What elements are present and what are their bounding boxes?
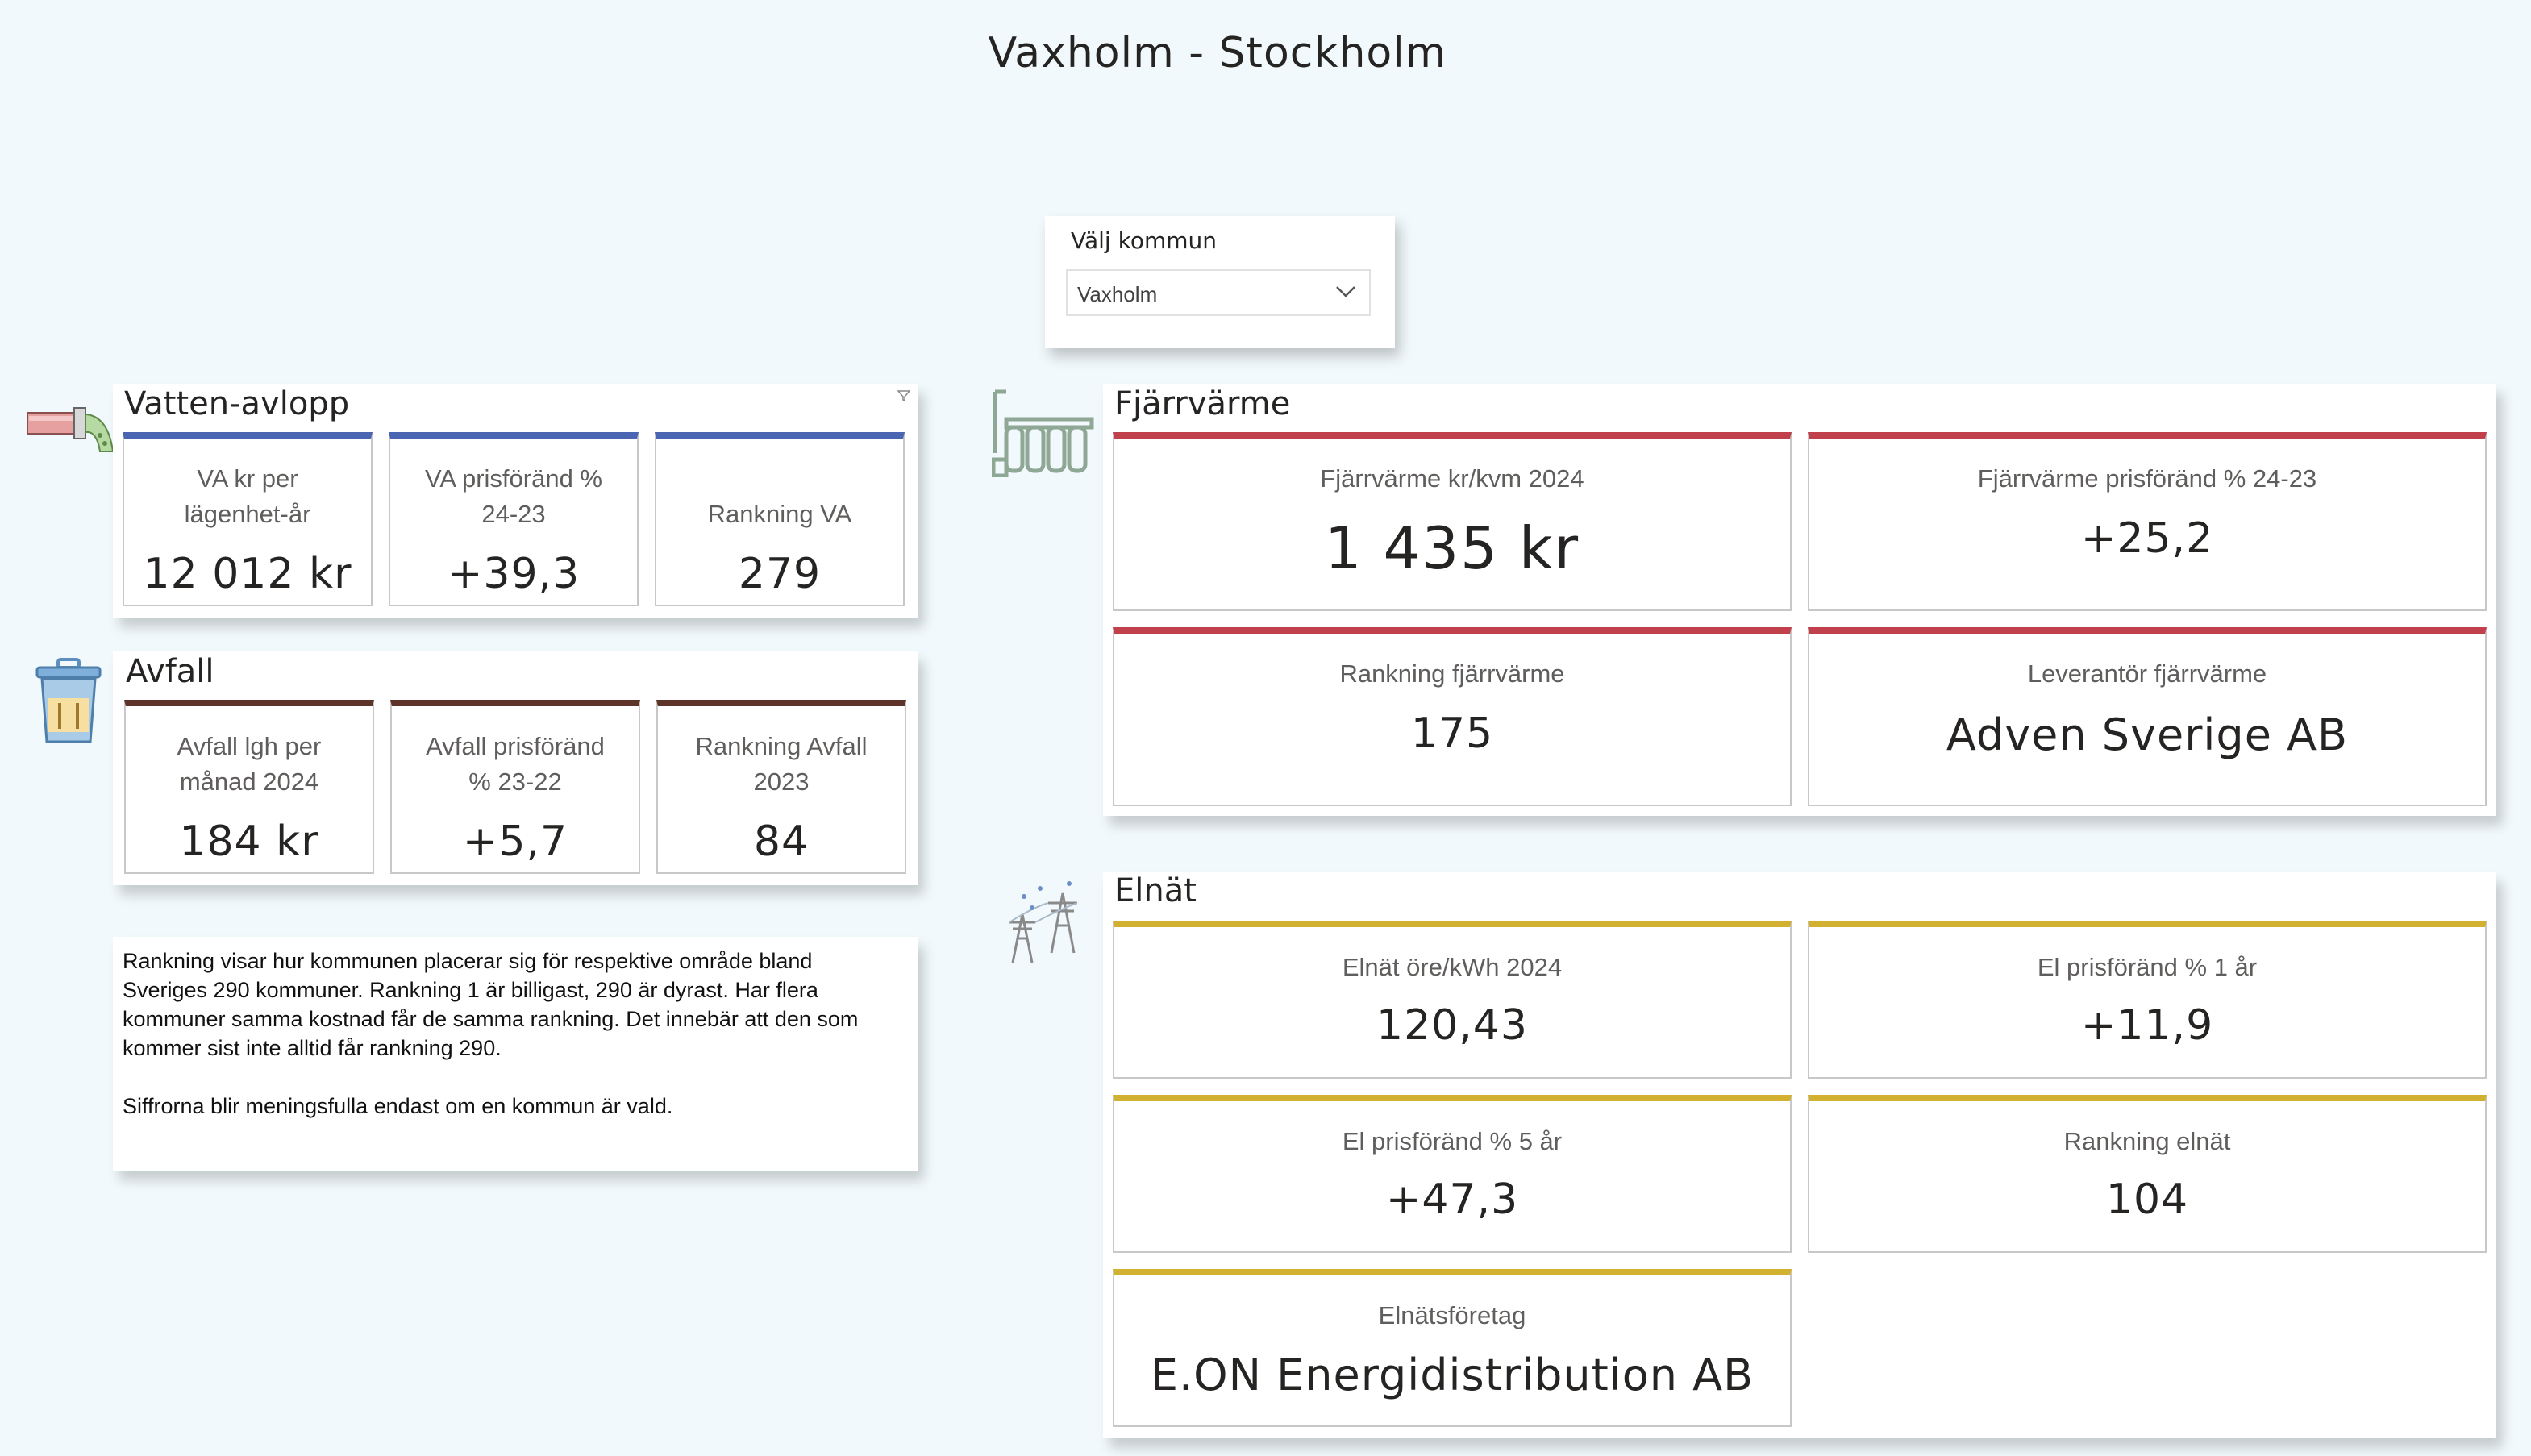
- card-value: 1 435 kr: [1324, 514, 1580, 582]
- card-label: Rankning Avfall 2023: [695, 732, 868, 796]
- fjarrvarme-kr-card: Fjärrvärme kr/kvm 2024 1 435 kr: [1113, 432, 1792, 611]
- info-paragraph-ranking: Rankning visar hur kommunen placerar sig…: [123, 949, 859, 1060]
- avfall-panel: Avfall Avfall lgh per månad 2024 184 kr …: [113, 651, 918, 885]
- power-tower-icon: [1009, 881, 1078, 963]
- pipe-icon: [27, 407, 114, 452]
- card-value: 120,43: [1376, 1001, 1528, 1050]
- card-label: Rankning elnät: [2063, 1127, 2231, 1155]
- va-prisforand-card: VA prisföränd % 24-23 +39,3: [389, 432, 639, 606]
- card-value: 279: [738, 550, 822, 598]
- card-value: Adven Sverige AB: [1946, 709, 2349, 760]
- avfall-title: Avfall: [126, 653, 214, 690]
- el-prisforand-5ar-card: El prisföränd % 5 år +47,3: [1113, 1095, 1792, 1253]
- rankning-fjarrvarme-card: Rankning fjärrvärme 175: [1113, 627, 1792, 806]
- fjarrvarme-title: Fjärrvärme: [1114, 385, 1291, 422]
- card-value: 84: [753, 817, 810, 866]
- info-paragraph-note: Siffrorna blir meningsfulla endast om en…: [123, 1094, 673, 1118]
- rankning-avfall-card: Rankning Avfall 2023 84: [656, 700, 906, 874]
- card-value: 12 012 kr: [143, 550, 352, 598]
- avfall-prisforand-card: Avfall prisföränd % 23-22 +5,7: [390, 700, 640, 874]
- card-value: 175: [1410, 709, 1494, 758]
- leverantor-fjarrvarme-card: Leverantör fjärrvärme Adven Sverige AB: [1808, 627, 2487, 806]
- trash-bin-icon: [35, 658, 102, 743]
- card-value: 184 kr: [179, 817, 319, 866]
- card-label: Avfall lgh per månad 2024: [177, 732, 322, 796]
- kommun-slicer: Välj kommun Vaxholm: [1045, 216, 1395, 348]
- card-value: +5,7: [462, 817, 568, 866]
- elnat-title: Elnät: [1114, 872, 1197, 909]
- card-label: El prisföränd % 1 år: [2037, 953, 2258, 981]
- card-label: Rankning VA: [707, 500, 852, 528]
- rankning-va-card: Rankning VA 279: [655, 432, 905, 606]
- card-label: Fjärrvärme kr/kvm 2024: [1320, 464, 1584, 493]
- vatten-avlopp-title: Vatten-avlopp: [124, 385, 350, 422]
- elnat-ore-card: Elnät öre/kWh 2024 120,43: [1113, 921, 1792, 1079]
- kommun-dropdown-value: Vaxholm: [1077, 282, 1158, 306]
- page-title: Vaxholm - Stockholm: [988, 29, 1447, 77]
- card-label: El prisföränd % 5 år: [1342, 1127, 1563, 1155]
- elnatsforetag-card: Elnätsföretag E.ON Energidistribution AB: [1113, 1269, 1792, 1427]
- rankning-elnat-card: Rankning elnät 104: [1808, 1095, 2487, 1253]
- slicer-label: Välj kommun: [1071, 227, 1217, 254]
- card-label: Avfall prisföränd % 23-22: [426, 732, 605, 796]
- chevron-down-icon[interactable]: [1334, 279, 1358, 303]
- card-label: VA kr per lägenhet-år: [184, 464, 311, 528]
- radiator-icon: [992, 389, 1094, 477]
- card-value: +11,9: [2080, 1001, 2214, 1050]
- filter-icon[interactable]: [897, 389, 911, 403]
- fjarrvarme-panel: Fjärrvärme Fjärrvärme kr/kvm 2024 1 435 …: [1103, 384, 2496, 816]
- card-label: Rankning fjärrvärme: [1339, 659, 1565, 688]
- card-value: +39,3: [447, 550, 581, 598]
- elnat-panel: Elnät Elnät öre/kWh 2024 120,43 El prisf…: [1103, 872, 2496, 1438]
- card-label: VA prisföränd % 24-23: [425, 464, 602, 528]
- card-value: E.ON Energidistribution AB: [1150, 1350, 1755, 1400]
- card-value: +47,3: [1385, 1175, 1519, 1224]
- card-label: Elnät öre/kWh 2024: [1342, 953, 1563, 981]
- card-value: 104: [2105, 1175, 2189, 1224]
- kommun-dropdown[interactable]: Vaxholm: [1066, 269, 1371, 316]
- vatten-avlopp-panel: Vatten-avlopp VA kr per lägenhet-år 12 0…: [113, 384, 918, 618]
- info-textbox: Rankning visar hur kommunen placerar sig…: [113, 937, 918, 1171]
- card-label: Elnätsföretag: [1378, 1301, 1526, 1329]
- card-label: Leverantör fjärrvärme: [2027, 659, 2267, 688]
- avfall-lgh-card: Avfall lgh per månad 2024 184 kr: [124, 700, 374, 874]
- fjarrvarme-prisforand-card: Fjärrvärme prisföränd % 24-23 +25,2: [1808, 432, 2487, 611]
- va-kr-card: VA kr per lägenhet-år 12 012 kr: [123, 432, 373, 606]
- card-label: Fjärrvärme prisföränd % 24-23: [1977, 464, 2317, 493]
- el-prisforand-1ar-card: El prisföränd % 1 år +11,9: [1808, 921, 2487, 1079]
- card-value: +25,2: [2080, 514, 2214, 563]
